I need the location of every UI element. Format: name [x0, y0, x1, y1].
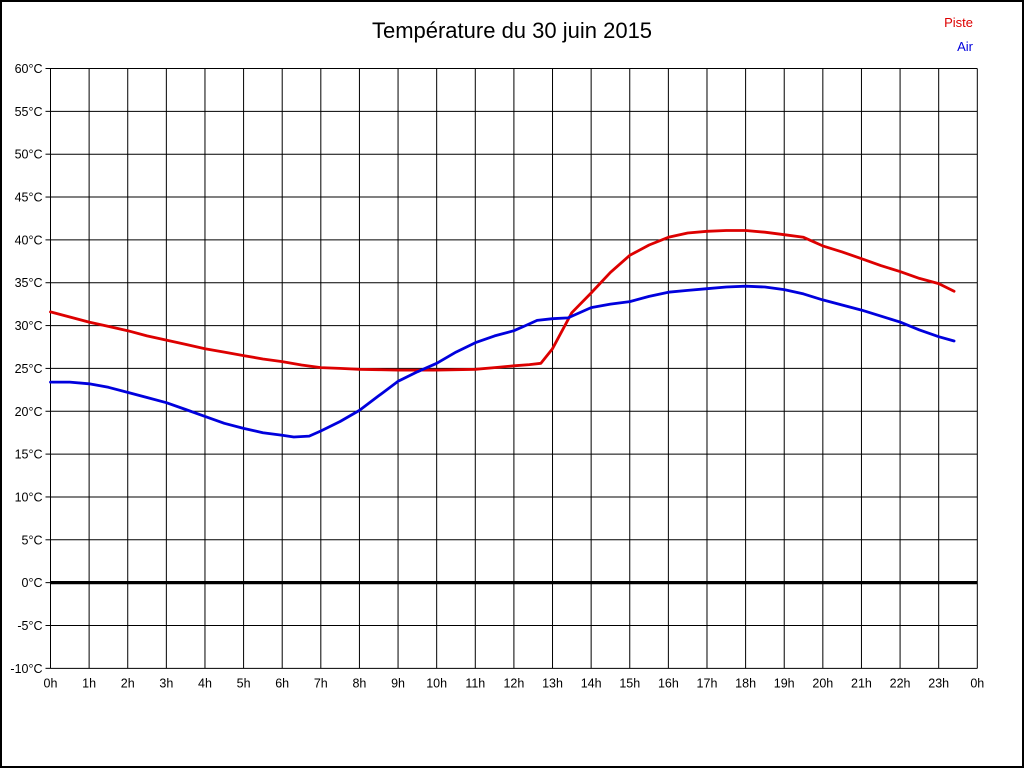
- x-tick-label: 0h: [970, 676, 984, 690]
- x-tick-label: 21h: [851, 676, 872, 690]
- x-tick-label: 6h: [275, 676, 289, 690]
- x-tick-label: 17h: [697, 676, 718, 690]
- y-tick-label: 60°C: [15, 62, 43, 76]
- x-tick-label: 12h: [503, 676, 524, 690]
- x-tick-label: 13h: [542, 676, 563, 690]
- x-tick-label: 11h: [465, 676, 485, 690]
- y-tick-label: 0°C: [22, 576, 43, 590]
- x-tick-label: 0h: [44, 676, 58, 690]
- x-tick-label: 23h: [928, 676, 949, 690]
- x-tick-label: 15h: [619, 676, 640, 690]
- y-tick-label: 55°C: [15, 105, 43, 119]
- x-tick-label: 2h: [121, 676, 135, 690]
- x-tick-label: 4h: [198, 676, 212, 690]
- x-tick-label: 3h: [159, 676, 173, 690]
- y-tick-label: -5°C: [17, 619, 42, 633]
- x-tick-label: 1h: [82, 676, 96, 690]
- x-tick-label: 18h: [735, 676, 756, 690]
- x-tick-label: 19h: [774, 676, 795, 690]
- y-tick-label: 5°C: [22, 533, 43, 547]
- x-tick-label: 10h: [426, 676, 447, 690]
- chart-title: Température du 30 juin 2015: [371, 18, 653, 43]
- y-tick-label: 50°C: [15, 148, 43, 162]
- x-tick-label: 20h: [812, 676, 833, 690]
- x-tick-label: 8h: [352, 676, 366, 690]
- legend-item-piste: Piste: [944, 15, 973, 30]
- legend: Piste Air: [944, 11, 973, 59]
- series-line-air: [49, 284, 956, 439]
- y-tick-label: -10°C: [10, 662, 42, 676]
- y-tick-label: 25°C: [15, 362, 43, 376]
- y-tick-label: 30°C: [15, 319, 43, 333]
- x-tick-label: 5h: [237, 676, 251, 690]
- y-tick-label: 10°C: [15, 490, 43, 504]
- y-tick-label: 45°C: [15, 191, 43, 205]
- x-tick-label: 22h: [890, 676, 911, 690]
- x-tick-label: 14h: [581, 676, 602, 690]
- legend-item-air: Air: [957, 39, 973, 54]
- x-tick-label: 9h: [391, 676, 405, 690]
- series-line-piste: [49, 229, 956, 372]
- y-tick-label: 35°C: [15, 276, 43, 290]
- x-tick-label: 7h: [314, 676, 328, 690]
- y-tick-label: 20°C: [15, 405, 43, 419]
- y-tick-label: 40°C: [15, 233, 43, 247]
- y-tick-label: 15°C: [15, 448, 43, 462]
- x-tick-label: 16h: [658, 676, 679, 690]
